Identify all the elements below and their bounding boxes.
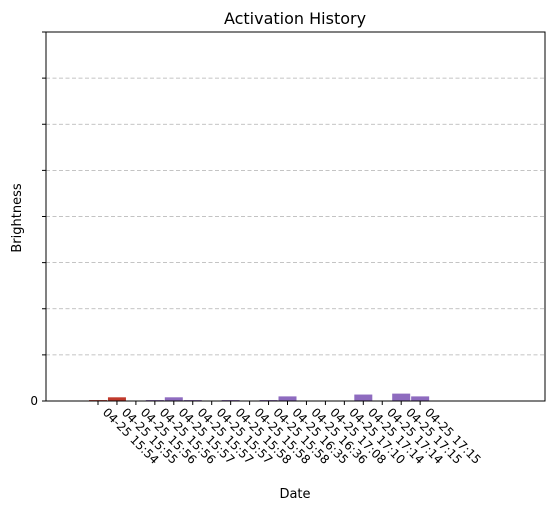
y-axis-label: Brightness [10,183,25,252]
x-axis-label: Date [279,487,310,502]
bar [392,393,411,401]
bar [411,396,430,401]
bars [89,393,430,401]
y-ticks: 0 [30,31,46,408]
bar [354,394,373,401]
chart-title: Activation History [224,9,366,28]
y-tick-label: 0 [30,394,38,408]
bar [278,396,297,401]
bar [107,397,126,401]
gridlines [46,77,545,356]
bar [164,397,183,401]
